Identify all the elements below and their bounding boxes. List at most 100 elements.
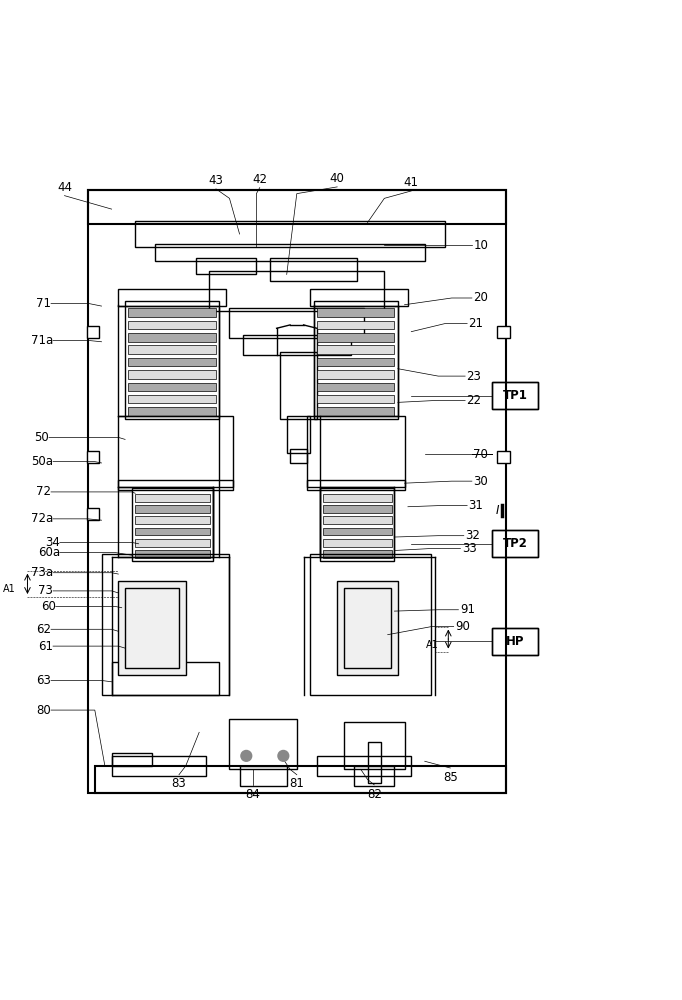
Bar [128,345,216,354]
Text: 44: 44 [57,181,72,194]
Bar [344,588,391,668]
Bar [310,554,432,695]
Text: 41: 41 [404,176,419,189]
Text: 50a: 50a [31,455,53,468]
Bar [119,416,233,487]
Bar [87,326,99,338]
Bar [128,407,216,416]
Text: 32: 32 [465,529,480,542]
Bar [229,308,364,338]
Bar [368,742,381,783]
Text: TP1: TP1 [503,389,527,402]
Text: 84: 84 [246,788,261,801]
Text: 62: 62 [36,623,51,636]
Bar [135,221,445,247]
Bar [88,190,505,224]
Bar [243,335,351,355]
Bar [128,383,216,391]
Text: 23: 23 [466,370,481,383]
Bar [132,488,213,561]
Text: 60: 60 [41,600,56,613]
Bar [95,766,505,793]
Bar [317,345,394,354]
Text: 80: 80 [36,704,51,717]
Bar [492,530,538,557]
Bar [270,258,357,281]
Bar [323,550,391,558]
Text: 73: 73 [38,584,53,597]
Text: 22: 22 [466,394,481,407]
Circle shape [278,750,288,761]
Bar [286,416,310,453]
Text: 70: 70 [473,448,488,461]
Text: 10: 10 [473,239,488,252]
Bar [492,382,538,409]
Bar [317,383,394,391]
Bar [492,382,538,409]
Text: TP2: TP2 [503,537,527,550]
Bar [354,766,394,786]
Bar [128,333,216,342]
Text: 20: 20 [473,291,488,304]
Text: 91: 91 [460,603,475,616]
Text: 63: 63 [36,674,51,687]
Bar [317,308,394,317]
Bar [112,662,220,695]
Bar [492,628,538,655]
Bar [128,395,216,403]
Text: 72: 72 [36,485,51,498]
Text: A1: A1 [3,584,16,594]
Text: 30: 30 [473,475,488,488]
Bar [119,581,186,675]
Bar [317,395,394,403]
Text: 42: 42 [252,173,267,186]
Text: 83: 83 [172,777,186,790]
Bar [134,516,210,524]
Text: 50: 50 [34,431,49,444]
Bar [317,407,394,416]
Text: 21: 21 [469,317,484,330]
Bar [87,451,99,463]
Text: I: I [495,504,499,517]
Text: 71a: 71a [31,334,53,347]
Text: 60a: 60a [38,546,60,559]
Bar [125,301,220,419]
Bar [128,321,216,329]
Text: 34: 34 [45,536,60,549]
Bar [239,766,286,786]
Bar [209,271,385,311]
Bar [134,505,210,513]
Bar [323,528,391,535]
Bar [125,588,179,668]
Bar [314,301,398,419]
Bar [88,190,505,793]
Bar [87,508,99,520]
Bar [323,505,391,513]
Text: HP: HP [506,635,524,648]
Bar [119,289,226,306]
Text: 72a: 72a [31,512,53,525]
Bar [310,289,408,306]
Bar [497,326,509,338]
Text: 71: 71 [36,297,51,310]
Bar [112,756,206,776]
Bar [102,554,229,695]
Text: 33: 33 [462,542,477,555]
Text: 90: 90 [455,620,470,633]
Bar [317,370,394,379]
Bar [128,308,216,317]
Bar [128,358,216,366]
Bar [128,370,216,379]
Text: 81: 81 [289,777,304,790]
Text: A1: A1 [426,640,439,650]
Bar [307,480,404,490]
Bar [317,358,394,366]
Text: 82: 82 [367,788,382,801]
Bar [323,516,391,524]
Bar [317,321,394,329]
Bar [290,449,307,463]
Bar [317,756,411,776]
Bar [134,494,210,502]
Bar [317,333,394,342]
Bar [134,528,210,535]
